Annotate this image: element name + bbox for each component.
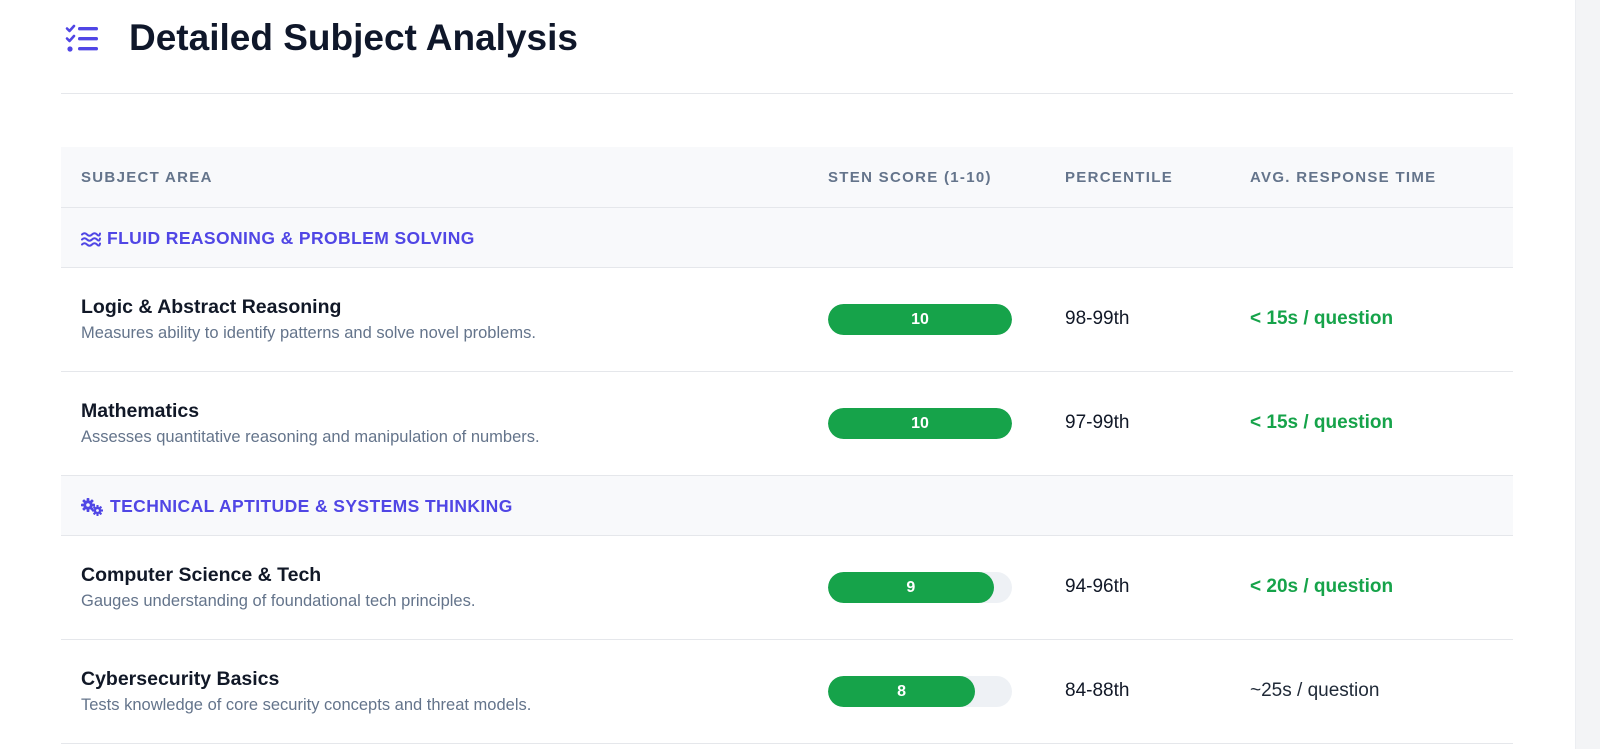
group-label-text: TECHNICAL APTITUDE & SYSTEMS THINKING: [110, 496, 513, 516]
subject-description: Assesses quantitative reasoning and mani…: [81, 428, 540, 446]
table-header-row: SUBJECT AREA STEN SCORE (1-10) PERCENTIL…: [61, 147, 1513, 208]
response-time-value: < 15s / question: [1250, 412, 1394, 433]
column-header-subject-area: SUBJECT AREA: [81, 169, 213, 186]
waves-icon: [81, 231, 101, 247]
scrollbar[interactable]: [1575, 0, 1600, 749]
task-list-icon: [65, 24, 98, 52]
subject-analysis-table: SUBJECT AREA STEN SCORE (1-10) PERCENTIL…: [61, 147, 1513, 744]
cogs-icon: [81, 497, 103, 516]
sten-score-bar: 10: [828, 304, 1012, 335]
subject-description: Gauges understanding of foundational tec…: [81, 592, 476, 610]
sten-score-bar: 9: [828, 572, 1012, 603]
response-time-value: < 15s / question: [1250, 308, 1394, 329]
percentile-value: 97-99th: [1065, 412, 1130, 433]
table-row: Logic & Abstract Reasoning Measures abil…: [61, 268, 1513, 372]
subject-name: Cybersecurity Basics: [81, 668, 280, 690]
sten-score-fill: 10: [828, 408, 1012, 439]
subject-description: Measures ability to identify patterns an…: [81, 324, 536, 342]
table-row: Cybersecurity Basics Tests knowledge of …: [61, 640, 1513, 744]
sten-score-bar: 8: [828, 676, 1012, 707]
sten-score-fill: 9: [828, 572, 994, 603]
response-time-value: ~25s / question: [1250, 680, 1380, 701]
page-title: Detailed Subject Analysis: [129, 17, 578, 58]
percentile-value: 94-96th: [1065, 576, 1130, 597]
subject-name: Computer Science & Tech: [81, 564, 322, 586]
column-header-percentile: PERCENTILE: [1065, 169, 1174, 186]
table-row: Computer Science & Tech Gauges understan…: [61, 536, 1513, 640]
table-row: Mathematics Assesses quantitative reason…: [61, 372, 1513, 476]
sten-score-bar: 10: [828, 408, 1012, 439]
percentile-value: 84-88th: [1065, 680, 1130, 701]
subject-name: Mathematics: [81, 400, 200, 422]
response-time-value: < 20s / question: [1250, 576, 1394, 597]
group-label-text: FLUID REASONING & PROBLEM SOLVING: [107, 228, 475, 248]
subject-name: Logic & Abstract Reasoning: [81, 296, 342, 318]
page-header: Detailed Subject Analysis: [61, 0, 1513, 94]
group-row-fluid-reasoning: FLUID REASONING & PROBLEM SOLVING: [61, 208, 1513, 268]
subject-description: Tests knowledge of core security concept…: [81, 696, 532, 714]
percentile-value: 98-99th: [1065, 308, 1130, 329]
column-header-avg-response-time: AVG. RESPONSE TIME: [1250, 169, 1437, 186]
group-row-technical-aptitude: TECHNICAL APTITUDE & SYSTEMS THINKING: [61, 476, 1513, 536]
sten-score-fill: 8: [828, 676, 976, 707]
column-header-sten-score: STEN SCORE (1-10): [828, 169, 992, 186]
sten-score-fill: 10: [828, 304, 1012, 335]
